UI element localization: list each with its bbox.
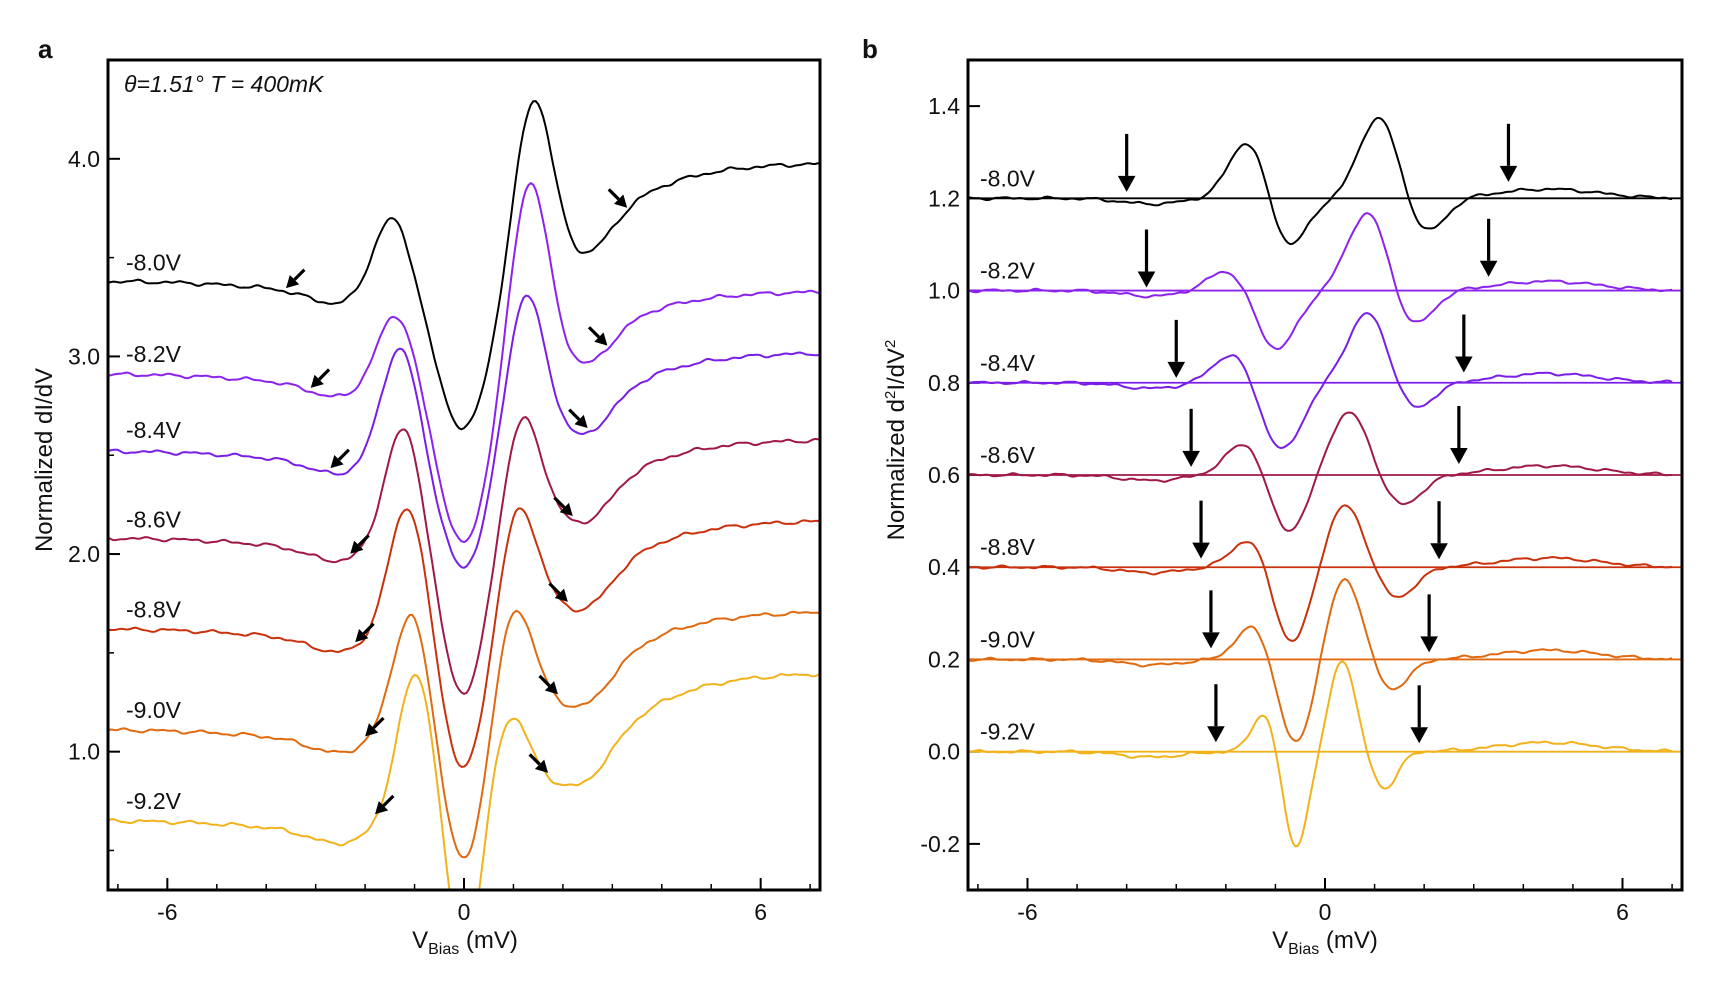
panel-b-y-axis-label-main: Normalized d bbox=[883, 399, 910, 540]
panel-a-arrow-negative bbox=[310, 368, 331, 388]
panel-b-x-axis-label-unit: (mV) bbox=[1319, 927, 1378, 954]
panel-b-x-axis-label-sub: Bias bbox=[1288, 941, 1319, 958]
panel-b-x-tick-label: 6 bbox=[1616, 899, 1629, 925]
panel-a-annotation: θ=1.51° T = 400mK bbox=[124, 71, 325, 97]
panel-b-series-label: -9.2V bbox=[980, 719, 1036, 745]
panel-b-curves bbox=[968, 117, 1682, 848]
panel-a-arrow-negative bbox=[365, 716, 385, 737]
panel-b-arrow-positive bbox=[1410, 685, 1429, 744]
panel-a-series-label: -8.2V bbox=[126, 341, 182, 367]
panel-b-arrow-negative bbox=[1182, 408, 1200, 467]
panel-a-x-axis-label-main: V bbox=[412, 927, 428, 954]
panel-a-x-axis-label-unit: (mV) bbox=[459, 927, 518, 954]
panel-a-arrow-negative bbox=[355, 622, 375, 643]
panel-a-series-line bbox=[108, 507, 820, 768]
panel-a-series-label: -9.2V bbox=[126, 788, 182, 814]
panel-b-y-axis-label-sup1: 2 bbox=[882, 391, 899, 399]
panel-b-x-axis-label-main: V bbox=[1272, 927, 1288, 954]
panel-b-y-tick-label: 0.2 bbox=[928, 646, 960, 672]
panel-b-series-label: -8.0V bbox=[980, 165, 1036, 191]
panel-a-y-axis-label: Normalized dI/dV bbox=[31, 368, 58, 552]
panel-a-arrow-negative bbox=[330, 448, 351, 469]
panel-b-arrow-negative bbox=[1137, 229, 1156, 288]
panel-b-y-tick-label: 0.0 bbox=[928, 739, 960, 765]
panel-b-arrow-negative bbox=[1192, 500, 1210, 559]
panel-a-arrow-negative bbox=[350, 534, 370, 554]
panel-a-arrow-positive bbox=[568, 408, 588, 429]
panel-a-arrow-negative bbox=[375, 794, 395, 815]
panel-a-x-axis-label: VBias (mV) bbox=[412, 927, 518, 958]
panel-b-series-label: -9.0V bbox=[980, 626, 1036, 652]
panel-a-chart: θ=1.51° T = 400mK Normalized dI/dV VBias… bbox=[31, 58, 822, 958]
panel-a-frame bbox=[106, 58, 822, 892]
panel-b-arrow-negative bbox=[1207, 684, 1225, 743]
panel-a-series-label: -9.0V bbox=[126, 697, 182, 723]
panel-a-arrow-positive bbox=[553, 496, 573, 517]
panel-b-series-line bbox=[968, 311, 1673, 450]
panel-a-series-line bbox=[108, 181, 820, 544]
panel-b-y-axis-label: Normalized d2I/dV2 bbox=[882, 340, 910, 541]
panel-b-y-axis-label-sup2: 2 bbox=[882, 340, 899, 348]
panel-b-y-tick-label: 0.6 bbox=[928, 462, 960, 488]
panel-a-y-tick-label: 1.0 bbox=[68, 739, 100, 765]
panel-b-series-line bbox=[968, 212, 1673, 351]
panel-a-series-line bbox=[108, 609, 820, 859]
panel-a-x-tick-label: -6 bbox=[157, 899, 177, 925]
panel-b-series-line bbox=[968, 660, 1673, 848]
panel-a-series-label: -8.0V bbox=[126, 249, 182, 275]
panel-b-arrow-positive bbox=[1479, 218, 1498, 277]
panel-b-series-line bbox=[968, 411, 1673, 532]
panel-b-arrow-negative bbox=[1117, 133, 1136, 192]
panel-a-series-line bbox=[108, 294, 820, 569]
panel-a-arrow-positive bbox=[538, 674, 558, 695]
panel-b-arrow-positive bbox=[1420, 594, 1438, 653]
panel-b-y-tick-label: -0.2 bbox=[920, 831, 960, 857]
panel-b-y-axis-label-mid: I/dV bbox=[883, 348, 910, 391]
panel-b-arrow-positive bbox=[1450, 406, 1468, 465]
panel-b-y-tick-label: 1.2 bbox=[928, 185, 960, 211]
panel-a-arrow-positive bbox=[528, 753, 549, 773]
panel-a-series-label: -8.4V bbox=[126, 417, 182, 443]
panel-a-arrow-positive bbox=[548, 582, 568, 602]
panel-b-arrow-negative bbox=[1167, 319, 1186, 378]
panel-b-y-tick-label: 1.0 bbox=[928, 278, 960, 304]
panel-a-x-tick-label: 6 bbox=[754, 899, 767, 925]
panel-a-curves bbox=[108, 100, 820, 890]
panel-b-series-label: -8.6V bbox=[980, 442, 1036, 468]
panel-b-label: b bbox=[862, 34, 878, 64]
panel-a-y-tick-label: 3.0 bbox=[68, 343, 100, 369]
panel-b-arrow-negative bbox=[1202, 590, 1220, 649]
panel-a-arrow-negative bbox=[286, 268, 306, 289]
panel-b-series-line bbox=[968, 504, 1673, 642]
panel-a-x-axis-label-sub: Bias bbox=[428, 941, 459, 958]
panel-a-y-tick-label: 2.0 bbox=[68, 541, 100, 567]
panel-b-y-tick-label: 0.8 bbox=[928, 370, 960, 396]
panel-b-series-line bbox=[968, 577, 1673, 742]
panel-b-series-label: -8.8V bbox=[980, 534, 1036, 560]
panel-b-x-axis-label: VBias (mV) bbox=[1272, 927, 1378, 958]
panel-b-series-line bbox=[968, 117, 1673, 246]
panel-a-series-line bbox=[108, 416, 820, 696]
panel-a-series-line bbox=[108, 100, 820, 431]
panel-a-label: a bbox=[38, 34, 53, 64]
panel-b-series-label: -8.4V bbox=[980, 350, 1036, 376]
panel-b-arrow-positive bbox=[1499, 123, 1518, 182]
panel-b-arrow-positive bbox=[1430, 501, 1448, 560]
panel-b-x-tick-label: 0 bbox=[1319, 899, 1332, 925]
panel-b-chart: Normalized d2I/dV2 VBias (mV) -6 0 6-0.20.… bbox=[882, 58, 1684, 958]
panel-a-series-label: -8.6V bbox=[126, 507, 182, 533]
panel-a-x-tick-label: 0 bbox=[458, 899, 471, 925]
panel-b-arrow-positive bbox=[1455, 314, 1473, 373]
panel-a-series-label: -8.8V bbox=[126, 596, 182, 622]
panel-b-y-tick-label: 0.4 bbox=[928, 554, 960, 580]
panel-a-y-tick-label: 4.0 bbox=[68, 146, 100, 172]
panel-b-y-tick-label: 1.4 bbox=[928, 93, 960, 119]
panel-b-x-tick-label: -6 bbox=[1017, 899, 1037, 925]
panel-b-frame bbox=[966, 58, 1684, 892]
panel-a-series-line bbox=[108, 672, 820, 890]
panel-b-series-label: -8.2V bbox=[980, 258, 1036, 284]
panel-a-arrow-positive bbox=[587, 326, 608, 346]
panel-a-arrow-positive bbox=[607, 188, 628, 208]
